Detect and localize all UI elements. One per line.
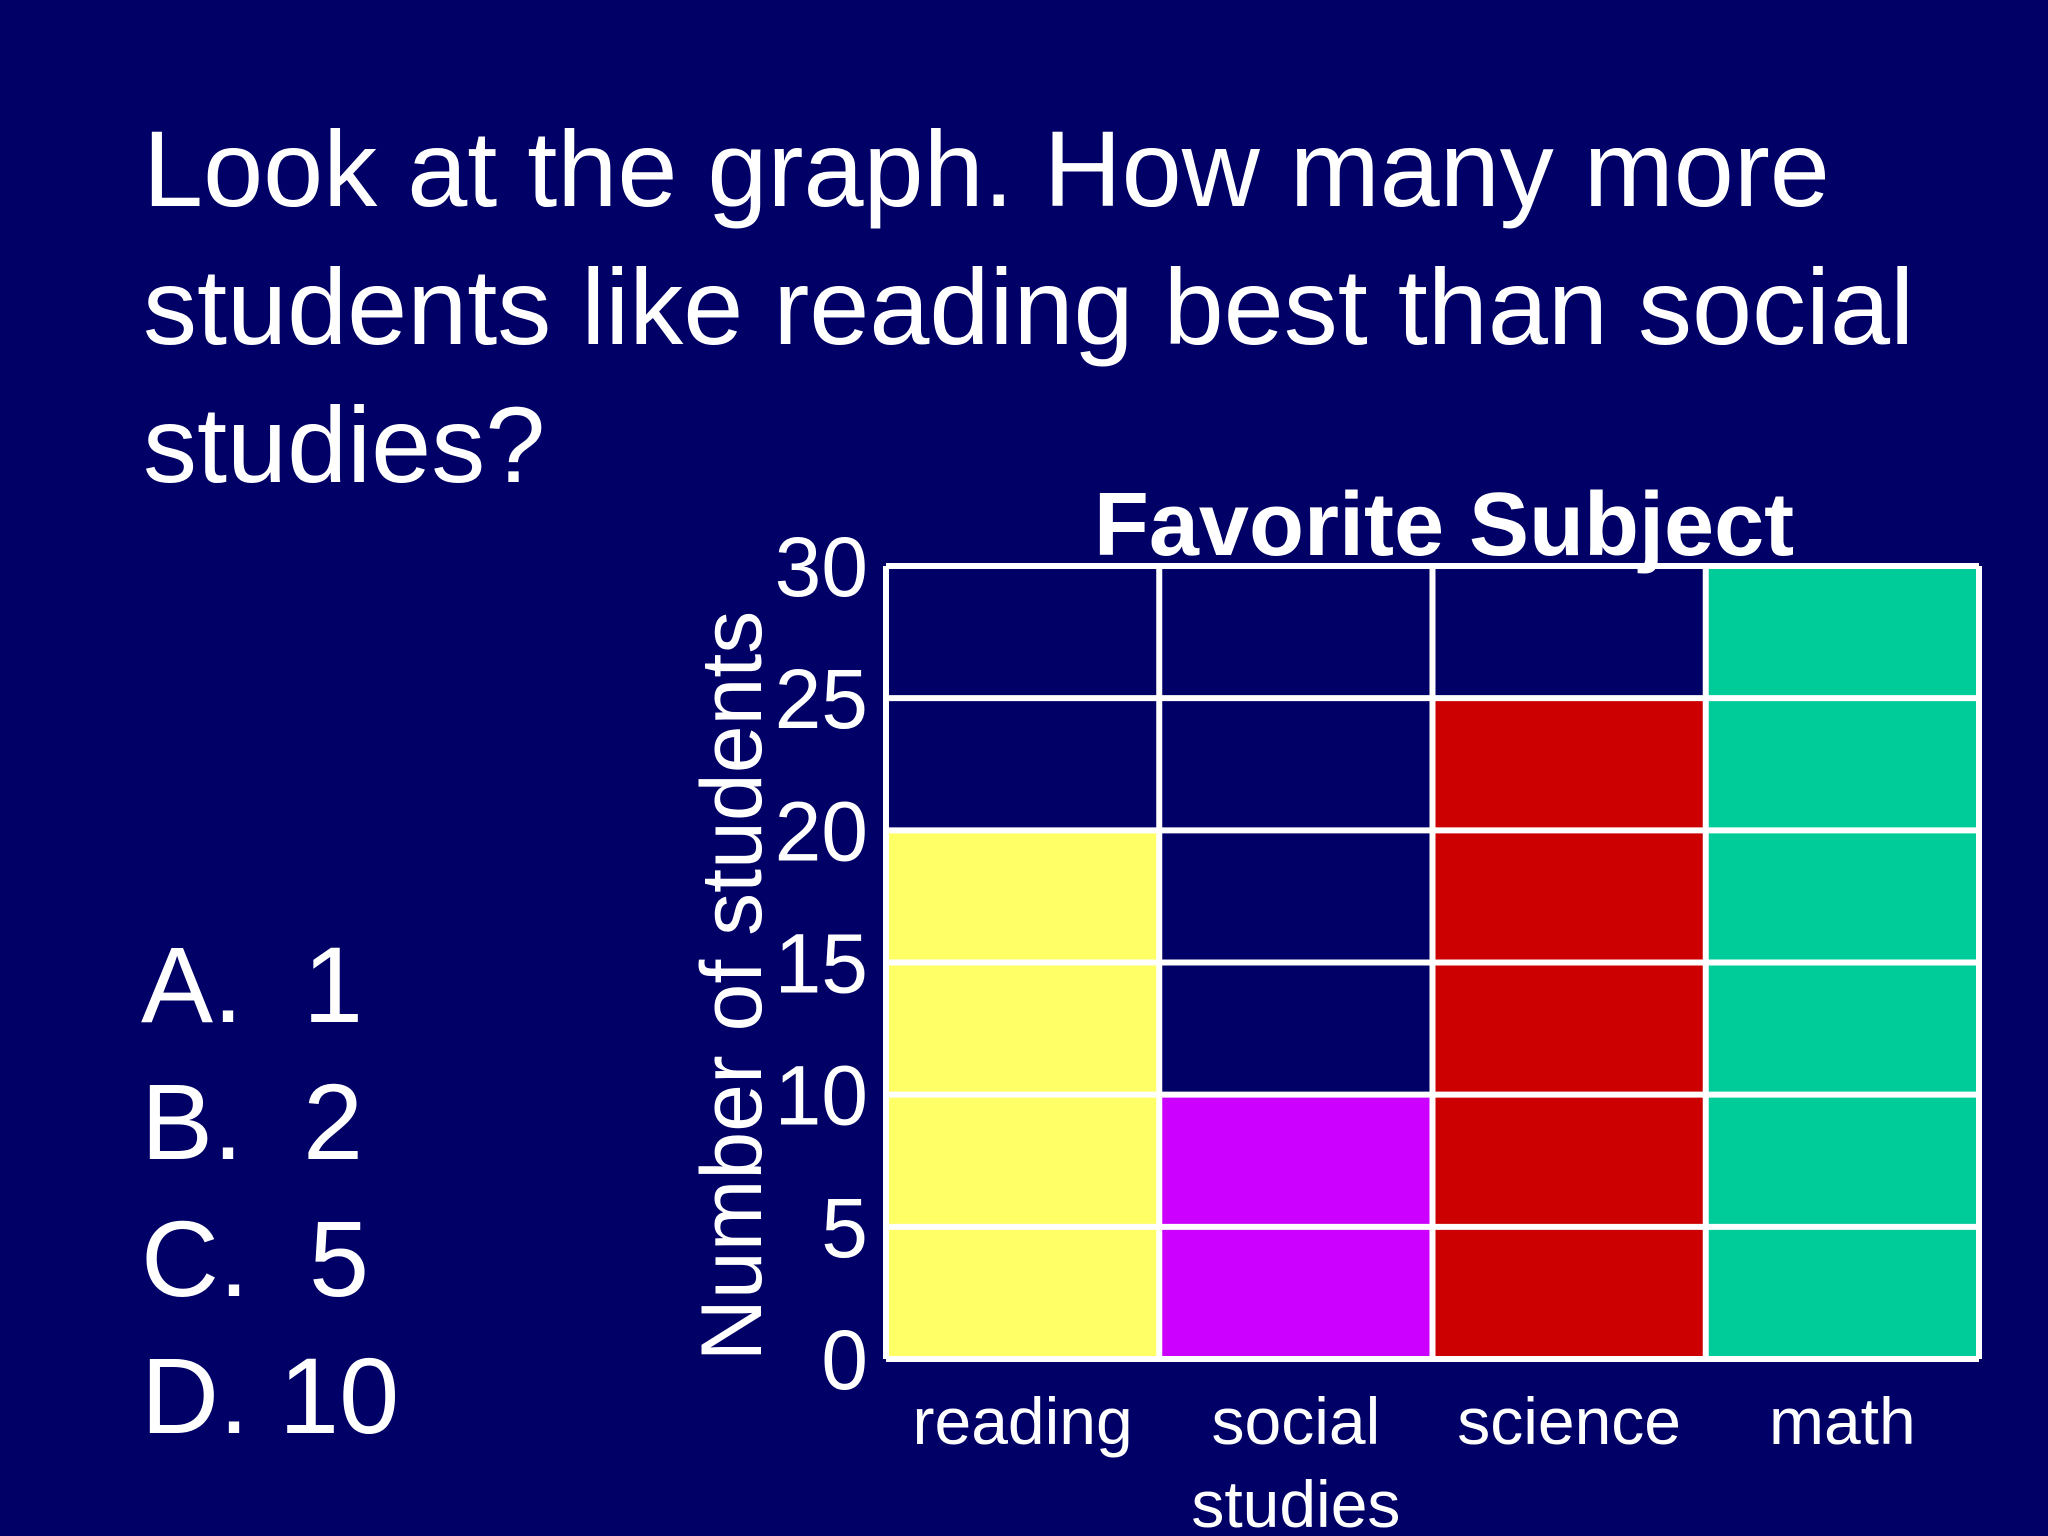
answer-b[interactable]: B. 2 [141,1061,364,1182]
answer-c[interactable]: C. 5 [141,1198,370,1319]
question-line: studies? [143,384,546,505]
question-line: students like reading best than social [143,246,1915,367]
answer-d[interactable]: D. 10 [141,1335,400,1456]
x-tick-label: studies [1191,1467,1400,1536]
question-line: Look at the graph. How many more [143,108,1830,229]
y-tick-label: 30 [775,520,868,614]
x-tick-label: science [1457,1384,1681,1458]
y-tick-label: 10 [775,1049,868,1143]
y-tick-label: 5 [821,1181,868,1275]
x-tick-label: reading [913,1384,1133,1458]
bar-2 [1432,698,1706,1359]
grid-layer [883,563,1982,1362]
y-axis-label: Number of students [684,611,780,1361]
x-tick-labels: reading social studies science math [913,1384,1916,1536]
x-tick-label: social [1212,1384,1381,1458]
y-tick-labels: 0 5 10 15 20 25 30 [775,520,868,1407]
chart-title: Favorite Subject [1094,475,1794,575]
answer-choices: A. 1 B. 2 C. 5 D. 10 [141,916,399,1464]
x-tick-label: math [1769,1384,1916,1458]
y-tick-label: 20 [775,784,868,878]
y-tick-label: 0 [821,1313,868,1407]
y-tick-label: 25 [775,652,868,746]
question-text: Look at the graph. How many more student… [143,100,2043,514]
y-tick-label: 15 [775,917,868,1011]
answer-a[interactable]: A. 1 [141,924,364,1045]
